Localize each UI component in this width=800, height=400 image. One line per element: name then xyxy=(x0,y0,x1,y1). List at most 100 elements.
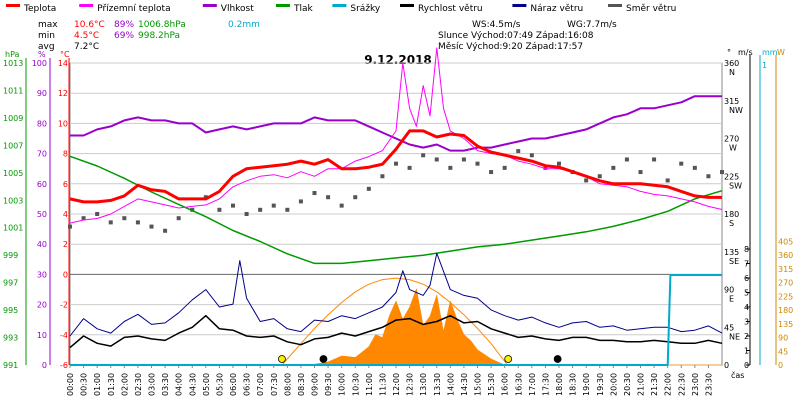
chart-title: 9.12.2018 xyxy=(364,53,432,67)
humidity-tick-label: 50 xyxy=(37,210,47,219)
legend-label: Teplota xyxy=(23,4,56,14)
temp-tick-label: 0 xyxy=(63,270,68,279)
legend: Teplota Přízemní teplota Vlhkost Tlak Srážky… xyxy=(6,4,676,14)
stat-avg-temp: 7.2°C xyxy=(74,42,99,52)
humidity-tick-label: 20 xyxy=(37,301,47,310)
time-tick-label: 00:00 xyxy=(66,373,75,396)
winddir-tick-label: 135 xyxy=(724,248,739,257)
humidity-tick-label: 80 xyxy=(37,119,47,128)
pressure-tick-label: 1005 xyxy=(3,169,23,178)
time-tick-label: 09:30 xyxy=(324,373,333,396)
stat-wind-gust: WG:7.7m/s xyxy=(567,20,617,30)
axes: 14121086420-2-4-610090807060504030201001… xyxy=(3,55,793,396)
solar-tick-label: 45 xyxy=(778,347,788,356)
windspeed-tick-label: 6 xyxy=(744,274,749,283)
humidity-tick-label: 40 xyxy=(37,240,47,249)
humidity-tick-label: 0 xyxy=(42,361,47,370)
legend-label: Srážky xyxy=(350,4,381,14)
time-tick-label: 01:00 xyxy=(93,373,102,396)
winddir-point xyxy=(421,153,426,158)
pressure-tick-label: 1003 xyxy=(3,196,23,205)
temp-tick-label: 14 xyxy=(58,59,68,68)
stat-avg-label: avg xyxy=(38,42,55,52)
temp-tick-label: 10 xyxy=(58,119,68,128)
solar-tick-label: 180 xyxy=(778,306,793,315)
temp-tick-label: 2 xyxy=(63,240,68,249)
solar-tick-label: 90 xyxy=(778,334,788,343)
axis-time-unit: čas xyxy=(731,370,744,380)
time-tick-label: 13:00 xyxy=(419,373,428,396)
humidity-tick-label: 30 xyxy=(37,270,47,279)
windspeed-tick-label: 4 xyxy=(744,303,749,312)
axis-temp-unit: °C xyxy=(60,50,70,59)
winddir-point xyxy=(652,157,657,162)
winddir-point xyxy=(557,161,561,166)
winddir-tick-dir: NW xyxy=(729,106,743,115)
temp-tick-label: -2 xyxy=(60,301,68,310)
solar-tick-label: 225 xyxy=(778,292,793,301)
time-tick-label: 12:00 xyxy=(392,373,401,396)
solar-tick-label: 315 xyxy=(778,265,793,274)
time-tick-label: 18:30 xyxy=(569,373,578,396)
winddir-point xyxy=(434,157,439,162)
winddir-tick-label: 180 xyxy=(724,210,739,219)
sunrise-marker xyxy=(277,355,286,363)
winddir-point xyxy=(502,165,507,170)
winddir-tick-dir: SE xyxy=(729,257,739,266)
time-tick-label: 10:30 xyxy=(351,373,360,396)
humidity-tick-label: 100 xyxy=(32,59,47,68)
winddir-point xyxy=(366,186,371,191)
time-tick-label: 11:00 xyxy=(365,373,374,396)
winddir-point xyxy=(706,174,711,179)
windspeed-tick-label: 3 xyxy=(744,318,749,327)
legend-swatch xyxy=(608,4,622,7)
legend-label: Rychlost větru xyxy=(418,4,483,14)
series-line-sun-curve xyxy=(281,277,508,366)
winddir-point xyxy=(108,220,113,225)
winddir-point xyxy=(529,153,534,158)
time-tick-label: 13:30 xyxy=(433,373,442,396)
winddir-tick-dir: W xyxy=(729,144,737,153)
time-tick-label: 03:30 xyxy=(161,373,170,396)
winddir-point xyxy=(95,212,100,216)
winddir-point xyxy=(638,170,643,175)
stat-max-rain: 0.2mm xyxy=(228,20,260,30)
stat-moon: Měsíc Východ:9:20 Západ:17:57 xyxy=(438,42,583,52)
winddir-point xyxy=(163,228,168,233)
legend-swatch xyxy=(400,4,414,7)
rain-tick-label: 1 xyxy=(762,61,767,70)
humidity-tick-label: 70 xyxy=(37,150,47,159)
time-tick-label: 18:00 xyxy=(555,373,564,396)
moonset-marker xyxy=(553,355,562,363)
time-tick-label: 19:00 xyxy=(582,373,591,396)
plot-area xyxy=(68,47,724,366)
winddir-tick-dir: N xyxy=(729,68,735,77)
time-tick-label: 23:00 xyxy=(691,373,700,396)
winddir-point xyxy=(380,174,385,179)
legend-label: Náraz větru xyxy=(530,4,583,14)
temp-tick-label: -6 xyxy=(60,361,68,370)
time-tick-label: 22:30 xyxy=(677,373,686,396)
winddir-tick-label: 0 xyxy=(724,361,729,370)
series-line-tlak xyxy=(69,155,723,265)
windspeed-tick-label: 1 xyxy=(744,347,749,356)
pressure-tick-label: 1011 xyxy=(3,86,23,95)
axis-humidity-unit: % xyxy=(38,50,46,59)
temp-tick-label: 4 xyxy=(63,210,68,219)
axis-windspeed-unit: m/s xyxy=(738,48,753,57)
winddir-tick-dir: NE xyxy=(729,332,740,341)
time-tick-label: 09:00 xyxy=(311,373,320,396)
time-tick-label: 07:00 xyxy=(256,373,265,396)
winddir-point xyxy=(135,220,140,225)
sunset-marker xyxy=(504,355,513,363)
time-tick-label: 08:30 xyxy=(297,373,306,396)
stat-max-hum: 89% xyxy=(114,20,134,30)
winddir-point xyxy=(122,216,127,221)
legend-swatch xyxy=(276,4,290,7)
time-tick-label: 21:30 xyxy=(650,373,659,396)
winddir-point xyxy=(149,224,154,229)
winddir-point xyxy=(353,195,358,200)
solar-tick-label: 360 xyxy=(778,251,793,260)
windspeed-tick-label: 7 xyxy=(744,260,749,269)
